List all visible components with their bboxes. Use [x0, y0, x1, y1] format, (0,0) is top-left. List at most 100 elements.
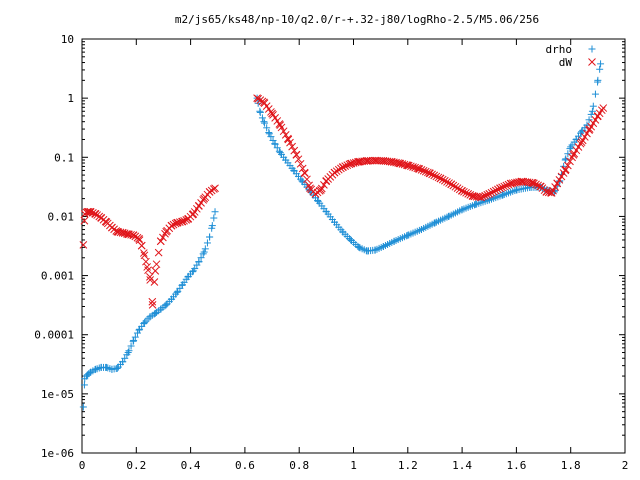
data-point — [530, 179, 538, 188]
data-point — [178, 217, 186, 226]
data-point — [421, 167, 430, 176]
data-point — [415, 165, 424, 173]
data-point — [555, 176, 564, 184]
data-point — [263, 124, 271, 132]
data-point — [466, 191, 475, 199]
data-point — [292, 150, 301, 159]
data-point — [591, 90, 599, 98]
legend-marker-dW — [588, 58, 596, 66]
data-point — [345, 160, 354, 169]
series-dW — [79, 94, 608, 309]
data-point — [298, 164, 307, 173]
data-point — [566, 145, 574, 153]
x-tick-label: 1.4 — [452, 459, 472, 472]
data-point — [498, 183, 506, 192]
data-point — [154, 248, 163, 257]
data-point — [481, 191, 489, 200]
data-point — [275, 120, 284, 128]
data-point — [260, 118, 268, 126]
data-point — [199, 250, 207, 258]
data-point — [151, 267, 160, 275]
data-point — [477, 193, 485, 202]
x-tick-label: 1.2 — [398, 459, 418, 472]
data-point — [587, 122, 596, 131]
y-tick-label: 10 — [61, 33, 74, 46]
data-point — [504, 180, 513, 189]
data-point — [479, 192, 487, 201]
legend-marker-drho — [588, 45, 596, 53]
data-point — [585, 116, 593, 124]
data-point — [341, 162, 349, 170]
data-point — [549, 186, 557, 195]
data-point — [159, 233, 167, 242]
data-point — [123, 351, 131, 359]
x-tick-label: 2 — [622, 459, 629, 472]
data-point — [118, 228, 127, 237]
data-point — [135, 236, 144, 244]
data-point — [254, 94, 263, 103]
data-point — [407, 162, 415, 171]
data-point — [455, 185, 464, 194]
data-point — [119, 358, 127, 366]
data-point — [201, 245, 209, 253]
data-point — [269, 136, 277, 144]
data-point — [281, 131, 290, 139]
data-point — [568, 153, 576, 162]
data-point — [173, 288, 181, 296]
data-point — [464, 190, 473, 198]
data-point — [150, 278, 159, 286]
data-point — [89, 209, 97, 217]
data-point — [206, 233, 214, 241]
data-point — [91, 209, 99, 218]
data-point — [587, 110, 595, 118]
data-point — [152, 260, 161, 269]
data-point — [589, 119, 598, 128]
data-point — [551, 183, 559, 191]
data-point — [276, 149, 284, 157]
data-point — [176, 218, 184, 226]
data-point — [139, 249, 148, 257]
y-tick-label: 1e-05 — [41, 388, 74, 401]
x-tick-label: 0.6 — [235, 459, 255, 472]
data-point — [447, 180, 456, 189]
data-point — [144, 266, 152, 275]
data-point — [561, 165, 570, 174]
data-point — [430, 171, 439, 180]
y-tick-label: 1 — [67, 92, 74, 105]
x-tick-label: 1.6 — [506, 459, 526, 472]
data-point — [434, 173, 443, 182]
data-point — [572, 146, 581, 155]
data-point — [491, 186, 500, 195]
data-points — [79, 60, 608, 411]
data-point — [402, 161, 411, 169]
data-point — [125, 347, 133, 355]
data-point — [203, 239, 211, 247]
data-point — [267, 133, 275, 141]
data-point — [112, 227, 121, 235]
data-point — [564, 161, 572, 170]
data-point — [487, 188, 496, 197]
y-tick-label: 0.0001 — [34, 329, 74, 342]
data-point — [294, 155, 303, 164]
data-point — [284, 134, 292, 143]
data-point — [462, 188, 470, 197]
data-point — [494, 185, 502, 194]
x-tick-label: 1.8 — [561, 459, 581, 472]
y-tick-label: 0.1 — [54, 151, 74, 164]
data-point — [211, 208, 219, 216]
data-point — [594, 78, 602, 86]
data-point — [417, 166, 426, 174]
data-point — [305, 181, 313, 190]
data-point — [193, 261, 201, 269]
data-point — [564, 150, 572, 158]
data-point — [146, 276, 155, 284]
data-point — [171, 219, 180, 228]
data-point — [588, 107, 596, 115]
data-point — [265, 130, 273, 138]
data-point — [140, 319, 148, 327]
data-point — [180, 216, 188, 225]
data-point — [438, 175, 447, 184]
data-point — [409, 163, 417, 171]
